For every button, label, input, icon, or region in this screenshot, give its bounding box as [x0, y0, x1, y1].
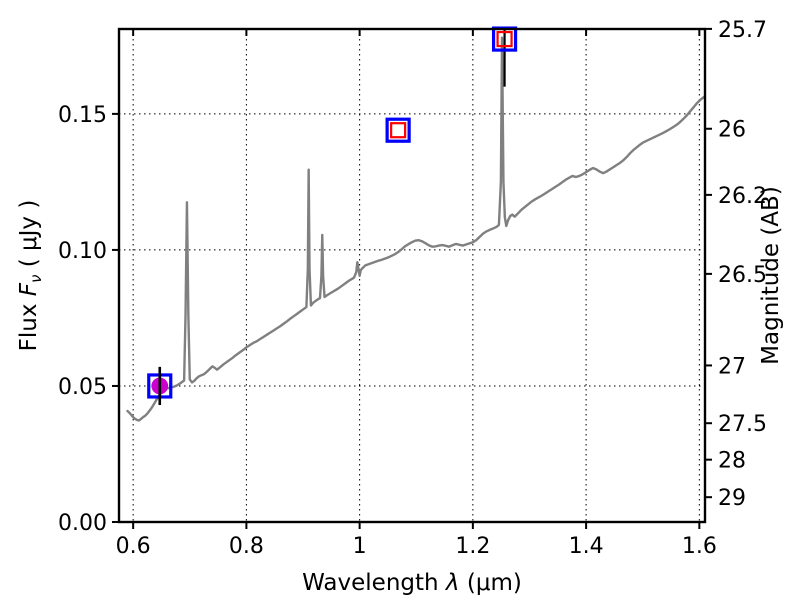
- photometry-point-2[interactable]: [385, 117, 411, 143]
- yaxis-title-subscript: ν: [27, 275, 45, 283]
- yaxis-title-symbol: F: [16, 282, 42, 296]
- spectrum-curve: [126, 36, 706, 422]
- marker-square-outer[interactable]: [385, 117, 411, 143]
- ytick-label-right: 28: [718, 449, 746, 474]
- xtick-label: 0.8: [229, 534, 264, 559]
- xtick-label: 1.6: [682, 534, 717, 559]
- xtick-label: 1: [353, 534, 367, 559]
- axes-frame: [117, 27, 707, 524]
- yaxis-title-unit: ( μJy ): [16, 200, 42, 275]
- spectrum-line: [126, 36, 706, 422]
- axis-ticks: [112, 27, 712, 529]
- axes-border: [117, 27, 707, 524]
- xaxis-title: Wavelength λ (μm): [302, 570, 522, 596]
- ytick-label-right: 26: [718, 118, 746, 143]
- ytick-label-right: 27: [718, 354, 746, 379]
- ytick-label-left: 0.00: [58, 511, 107, 536]
- yaxis-title-word: Flux: [16, 296, 42, 351]
- photometry-point-1[interactable]: [147, 366, 173, 406]
- xtick-label: 1.2: [455, 534, 490, 559]
- ytick-label-left: 0.10: [58, 239, 107, 264]
- axis-tick-labels: 0.6 0.8 1 1.2 1.4 1.6 0.00 0.05 0.10 0.15 25.7 26 26…: [58, 18, 767, 559]
- marker-square-inner[interactable]: [390, 122, 407, 139]
- ytick-label-left: 0.15: [58, 103, 107, 128]
- ytick-label-right: 26.2: [718, 184, 767, 209]
- ytick-label-right: 29: [718, 486, 746, 511]
- xaxis-title-word: Wavelength: [302, 570, 446, 596]
- ytick-label-right: 26.5: [718, 263, 767, 288]
- ytick-label-left: 0.05: [58, 375, 107, 400]
- marker-square-inner[interactable]: [496, 30, 513, 48]
- xtick-label: 0.6: [116, 534, 151, 559]
- yaxis-title-right: Magnitude (AB): [758, 186, 784, 365]
- xaxis-title-symbol: λ: [444, 570, 460, 596]
- yaxis-title-left: Flux Fν ( μJy ): [16, 200, 45, 352]
- xtick-label: 1.4: [569, 534, 604, 559]
- ytick-label-right: 25.7: [718, 18, 767, 43]
- ytick-label-right: 27.5: [718, 412, 767, 437]
- axis-titles: Wavelength λ (μm) Flux Fν ( μJy ) Magnitud…: [16, 186, 784, 596]
- xaxis-title-unit: (μm): [460, 570, 522, 596]
